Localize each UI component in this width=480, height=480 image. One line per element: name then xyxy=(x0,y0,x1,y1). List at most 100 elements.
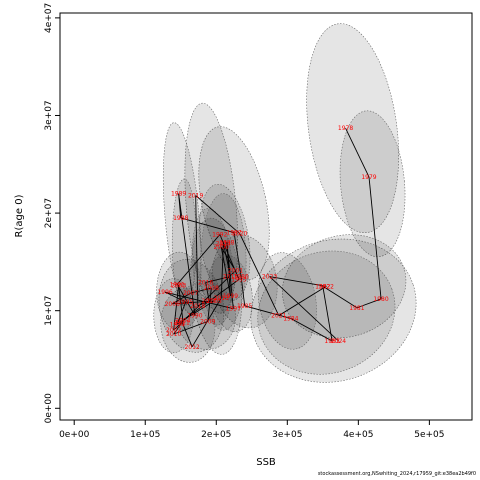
year-label-2001: 2001 xyxy=(228,268,243,275)
year-label-2021: 2021 xyxy=(271,313,286,320)
trajectory-segment-1989-1990 xyxy=(178,193,196,316)
trajectory-segment-2022-2023 xyxy=(269,276,327,287)
year-label-1980: 1980 xyxy=(373,296,388,303)
year-label-1997: 1997 xyxy=(226,306,241,313)
trajectory-segment-1978-1979 xyxy=(345,127,370,178)
y-tick-label-4: 4e+07 xyxy=(44,3,54,33)
trajectory-segment-1994-1995 xyxy=(176,301,187,325)
x-axis: 0e+00 1e+05 2e+05 3e+05 4e+05 5e+05 xyxy=(59,419,445,440)
trajectory-segment-2012-2013 xyxy=(191,297,222,348)
y-tick-label-2: 2e+07 xyxy=(44,198,54,228)
x-tick-label-4: 4e+05 xyxy=(343,430,373,440)
uncertainty-ellipse-2 xyxy=(250,238,417,383)
uncertainty-ellipse-20 xyxy=(200,193,247,331)
trajectory-segment-1984-1985 xyxy=(244,305,291,319)
year-label-1988: 1988 xyxy=(173,215,188,222)
year-label-2005: 2005 xyxy=(207,298,222,305)
uncertainty-ellipse-6 xyxy=(198,126,270,281)
uncertainty-ellipse-0 xyxy=(306,23,399,234)
trajectory-layer xyxy=(164,127,382,348)
year-label-2019: 2019 xyxy=(188,193,203,200)
trajectory-segment-1987-1988 xyxy=(180,217,235,234)
year-label-layer: 1978 1979 1980 1981 1982 1983 1984 1985 1986 1987… xyxy=(157,125,388,351)
uncertainty-ellipse-1 xyxy=(339,110,406,258)
trajectory-segment-1996-1997 xyxy=(165,291,234,310)
year-label-2011: 2011 xyxy=(175,319,190,326)
trajectory-segment-2000-2001 xyxy=(220,247,236,271)
year-label-1998: 1998 xyxy=(219,239,234,246)
uncertainty-ellipse-7 xyxy=(184,102,239,314)
year-label-2008: 2008 xyxy=(204,285,219,292)
year-label-2012: 2012 xyxy=(184,344,199,351)
x-tick-label-3: 3e+05 xyxy=(272,430,302,440)
trajectory-segment-2014-2015 xyxy=(222,243,231,277)
trajectory-segment-1986-1987 xyxy=(233,232,242,277)
y-axis: 0e+00 1e+07 2e+07 3e+07 4e+07 xyxy=(44,3,61,424)
year-label-2004: 2004 xyxy=(175,317,190,324)
trajectory-segment-2013-2014 xyxy=(220,243,224,299)
year-label-2022: 2022 xyxy=(319,283,334,290)
trajectory-segment-2008-2009 xyxy=(207,288,212,322)
x-tick-label-2: 2e+05 xyxy=(201,430,231,440)
year-label-2017: 2017 xyxy=(202,298,217,305)
year-label-1994: 1994 xyxy=(170,321,185,328)
year-label-1995: 1995 xyxy=(178,299,193,306)
year-label-2018: 2018 xyxy=(190,303,205,310)
trajectory-segment-1992-1993 xyxy=(219,234,240,280)
year-label-1999: 1999 xyxy=(223,293,238,300)
trajectory-segment-1982-1983 xyxy=(322,286,333,342)
year-label-2007: 2007 xyxy=(183,290,198,297)
y-tick-label-0: 0e+00 xyxy=(44,393,54,424)
trajectory-segment-2004-2005 xyxy=(182,300,215,321)
uncertainty-ellipse-3 xyxy=(282,234,407,339)
trajectory-segment-2020-2021 xyxy=(239,233,280,316)
trajectory-segment-2009-2010 xyxy=(173,321,208,335)
trajectory-segment-1985-1986 xyxy=(240,276,246,306)
trajectory-segment-1995-1996 xyxy=(164,291,186,303)
trajectory-segment-1980-1981 xyxy=(356,298,382,309)
uncertainty-ellipse-10 xyxy=(199,183,251,301)
trajectory-segment-2016-2017 xyxy=(205,282,210,302)
trajectory-segment-1983-1984 xyxy=(290,318,333,342)
year-label-1990: 1990 xyxy=(187,313,202,320)
trajectory-segment-1979-1980 xyxy=(368,176,382,300)
year-label-2003: 2003 xyxy=(171,282,186,289)
trajectory-segment-2010-2011 xyxy=(173,322,183,335)
year-label-1987: 1987 xyxy=(226,230,241,237)
x-tick-label-5: 5e+05 xyxy=(414,430,444,440)
year-label-2015: 2015 xyxy=(223,274,238,281)
x-tick-label-1: 1e+05 xyxy=(130,430,160,440)
trajectory-segment-2007-2008 xyxy=(190,287,212,294)
trajectory-segment-1981-1982 xyxy=(322,285,358,309)
year-label-2014: 2014 xyxy=(216,240,231,247)
year-label-1983: 1983 xyxy=(324,338,339,345)
trajectory-segment-1990-1991 xyxy=(176,284,196,316)
year-label-2020: 2020 xyxy=(232,231,247,238)
year-label-1981: 1981 xyxy=(349,305,364,312)
footer-credit: stockassessment.org,NSwhiting_2024,r1795… xyxy=(317,471,476,477)
uncertainty-ellipse-4 xyxy=(257,250,396,375)
year-label-2013: 2013 xyxy=(214,295,229,302)
year-label-1979: 1979 xyxy=(361,174,376,181)
year-label-2010: 2010 xyxy=(166,331,181,338)
year-label-1978: 1978 xyxy=(338,125,353,132)
trajectory-segment-2015-2016 xyxy=(205,276,231,283)
trajectory-segment-2021-2022 xyxy=(278,285,327,316)
year-label-1993: 1993 xyxy=(231,276,246,283)
trajectory-segment-2002-2003 xyxy=(173,285,180,331)
year-label-1996: 1996 xyxy=(157,289,172,296)
year-label-1984: 1984 xyxy=(283,315,298,322)
year-label-2009: 2009 xyxy=(200,318,215,325)
trajectory-segment-2006-2007 xyxy=(172,292,191,305)
year-label-1992: 1992 xyxy=(212,232,227,239)
year-label-2024: 2024 xyxy=(331,338,346,345)
year-label-1982: 1982 xyxy=(315,283,330,290)
year-label-2000: 2000 xyxy=(214,244,229,251)
year-label-2006: 2006 xyxy=(165,301,180,308)
trajectory-segment-1991-1992 xyxy=(176,234,221,285)
year-label-1989: 1989 xyxy=(171,191,186,198)
trajectory-segment-2023-2024 xyxy=(269,276,339,342)
year-label-2002: 2002 xyxy=(166,327,181,334)
year-label-1985: 1985 xyxy=(237,303,252,310)
